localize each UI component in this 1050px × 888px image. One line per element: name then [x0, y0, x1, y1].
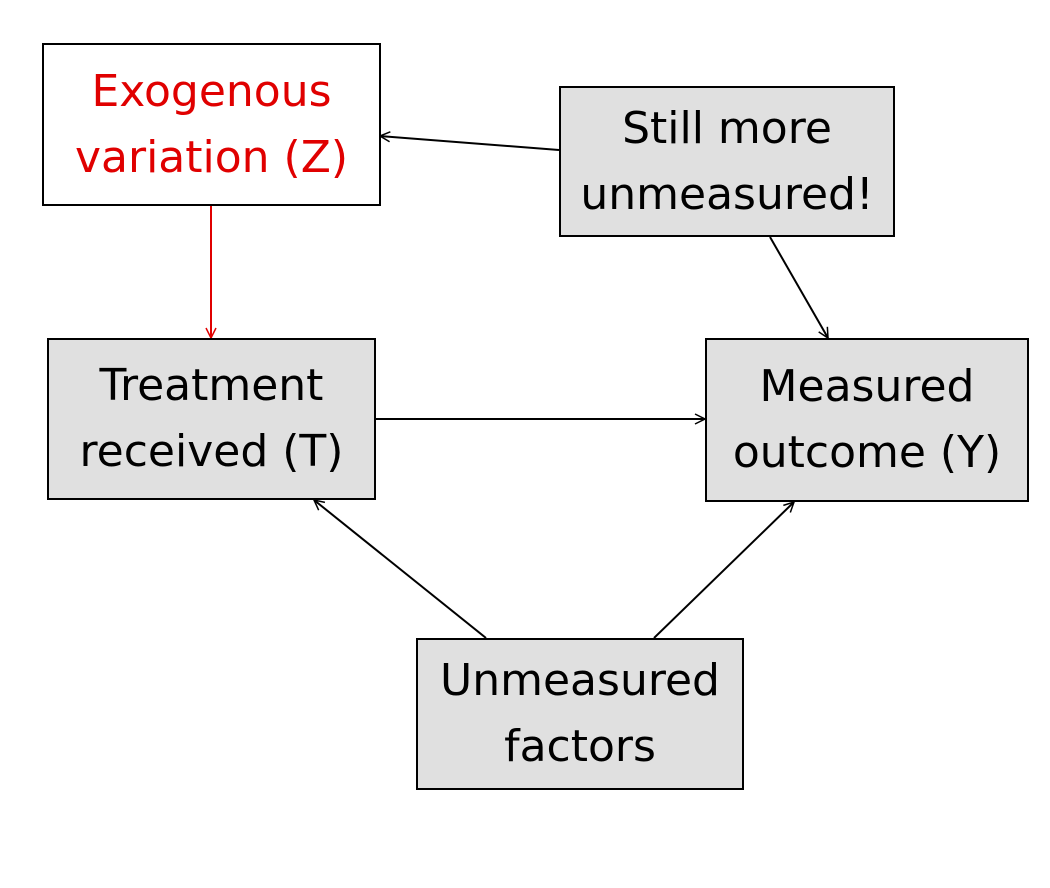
node-treatment-line1: Treatment — [99, 360, 324, 411]
node-outcome-line2: outcome (Y) — [732, 427, 1002, 478]
edge-still-more-to-exogenous — [380, 136, 560, 151]
edge-unmeasured-to-treatment — [314, 500, 487, 639]
node-treatment-received: Treatment received (T) — [47, 338, 376, 500]
node-exogenous-line2: variation (Z) — [74, 131, 349, 183]
node-unmeasured-line2: factors — [504, 721, 656, 772]
node-still-more-unmeasured: Still more unmeasured! — [559, 86, 895, 237]
node-outcome-line1: Measured — [759, 361, 975, 412]
node-unmeasured-line1: Unmeasured — [440, 655, 720, 706]
edge-still-more-to-outcome — [769, 236, 829, 338]
node-exogenous-line1: Exogenous — [91, 65, 332, 117]
node-unmeasured-factors: Unmeasured factors — [416, 638, 744, 790]
node-exogenous-variation: Exogenous variation (Z) — [42, 43, 381, 206]
node-measured-outcome: Measured outcome (Y) — [705, 338, 1029, 502]
node-treatment-line2: received (T) — [79, 426, 344, 477]
edge-unmeasured-to-outcome — [653, 502, 794, 639]
node-still-more-line2: unmeasured! — [580, 168, 874, 220]
node-still-more-line1: Still more — [622, 102, 832, 154]
